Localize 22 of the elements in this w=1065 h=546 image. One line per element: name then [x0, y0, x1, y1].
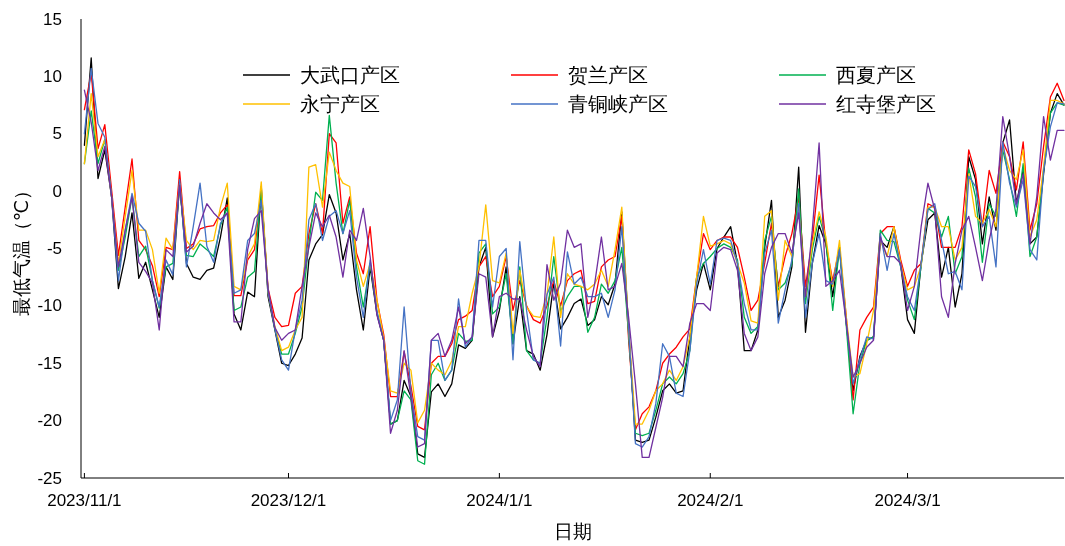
legend-label: 大武口产区: [300, 64, 400, 86]
x-tick-label: 2024/3/1: [874, 491, 941, 510]
legend-label: 青铜峡产区: [568, 93, 668, 115]
legend-label: 贺兰产区: [568, 64, 648, 86]
y-axis-title: 最低气温（℃）: [11, 180, 32, 317]
y-tick-label: 5: [52, 124, 62, 144]
y-tick-label: 10: [43, 66, 62, 86]
legend-label: 永宁产区: [300, 93, 380, 115]
legend-label: 红寺堡产区: [836, 93, 936, 115]
x-tick-label: 2023/12/1: [250, 491, 327, 510]
x-axis-title: 日期: [553, 521, 592, 542]
y-tick-label: -20: [37, 411, 62, 431]
y-tick-label: -25: [37, 468, 62, 488]
y-tick-label: 0: [52, 181, 62, 201]
x-tick-label: 2024/1/1: [466, 491, 533, 510]
y-tick-label: -5: [46, 239, 62, 258]
legend-label: 西夏产区: [836, 64, 916, 86]
x-tick-label: 2024/2/1: [677, 491, 744, 510]
y-tick-label: -10: [37, 296, 62, 316]
x-tick-label: 2023/11/1: [47, 491, 122, 510]
y-tick-label: -15: [37, 353, 62, 373]
y-tick-label: 15: [43, 9, 62, 29]
